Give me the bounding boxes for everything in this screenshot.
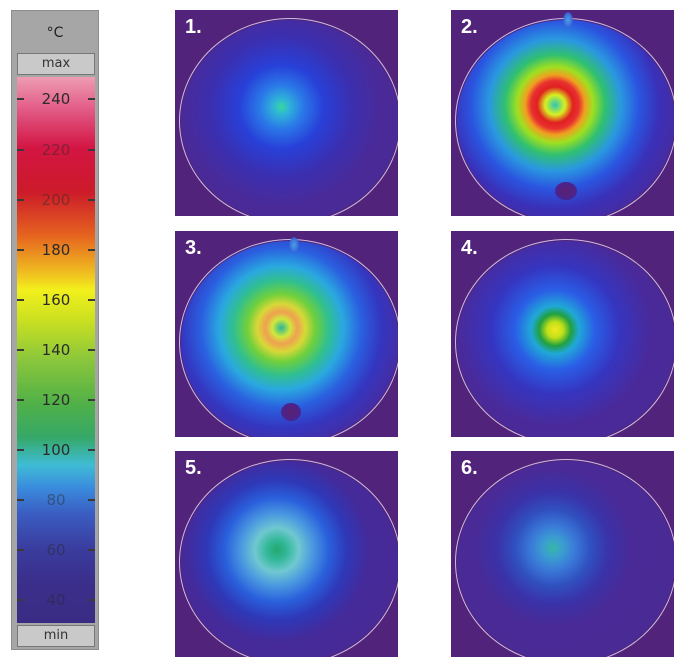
- panel-label: 6.: [461, 457, 478, 479]
- plate-outline: [179, 459, 398, 657]
- thermal-image-5: 5.: [175, 451, 398, 657]
- plate-outline: [455, 239, 674, 437]
- plate-outline: [179, 18, 398, 216]
- scale-tick-label: 240: [41, 90, 71, 108]
- scale-tick-label: 140: [41, 341, 71, 359]
- dark-spot: [555, 182, 577, 200]
- dark-spot: [281, 403, 301, 421]
- scale-tick-label: 60: [46, 541, 66, 559]
- scale-max-label: max: [17, 53, 95, 75]
- scale-tick-label: 120: [41, 391, 71, 409]
- scale-tick-label: 220: [41, 141, 71, 159]
- scale-tick-label: 180: [41, 241, 71, 259]
- scale-tick-label: 40: [46, 591, 66, 609]
- thermal-image-2: 2.: [451, 10, 674, 216]
- thermal-image-4: 4.: [451, 231, 674, 437]
- panel-label: 4.: [461, 237, 478, 259]
- scale-gradient: 240 220 200 180 160 140 120 100 80 60 40: [17, 77, 95, 623]
- scale-unit: °C: [46, 25, 64, 41]
- thermal-image-3: 3.: [175, 231, 398, 437]
- panel-label: 2.: [461, 16, 478, 38]
- scale-tick-label: 80: [46, 491, 66, 509]
- scale-tick-label: 160: [41, 291, 71, 309]
- panel-label: 1.: [185, 16, 202, 38]
- panel-label: 5.: [185, 457, 202, 479]
- nozzle-spot: [289, 237, 299, 253]
- thermal-image-6: 6.: [451, 451, 674, 657]
- scale-tick-label: 200: [41, 191, 71, 209]
- plate-outline: [179, 239, 398, 437]
- scale-min-label: min: [17, 625, 95, 647]
- temperature-scale: °C max 240 220 200 180 160 140 120 100 8…: [11, 10, 99, 650]
- panel-label: 3.: [185, 237, 202, 259]
- thermal-image-1: 1.: [175, 10, 398, 216]
- plate-outline: [455, 459, 674, 657]
- scale-tick-label: 100: [41, 441, 71, 459]
- nozzle-spot: [563, 12, 573, 28]
